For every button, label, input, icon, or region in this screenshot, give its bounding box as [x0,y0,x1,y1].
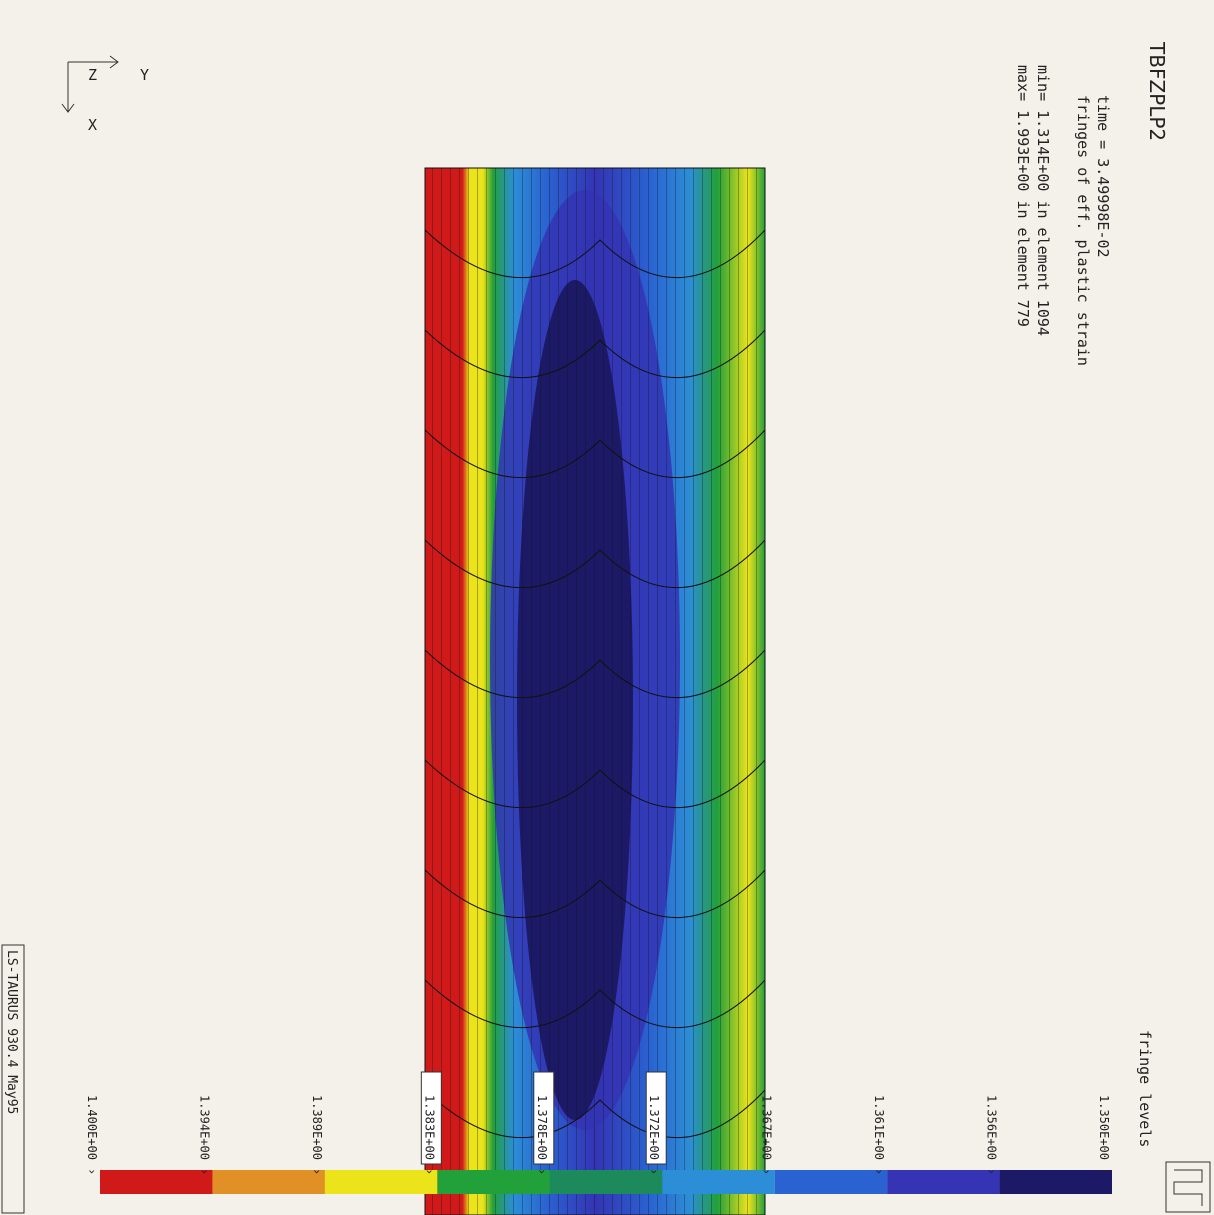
triad-label: X [88,116,97,134]
legend-tick: › [310,1168,324,1175]
legend-swatch [887,1170,999,1194]
legend-tick: › [422,1168,436,1175]
mesh [425,168,765,1215]
legend-level: 1.356E+00 [985,1095,999,1160]
time: time = 3.49998E-02 [1094,95,1112,258]
legend-swatch [325,1170,437,1194]
legend-swatch [1000,1170,1112,1194]
min: min= 1.314E+00 in element 1094 [1034,65,1052,336]
legend-tick: › [760,1168,774,1175]
legend-swatch [662,1170,774,1194]
legend-level: 1.400E+00 [85,1095,99,1160]
legend-tick: › [872,1168,886,1175]
legend-level: 1.383E+00 [422,1095,436,1160]
legend-tick: › [647,1168,661,1175]
legend-tick: › [85,1168,99,1175]
legend-swatch [550,1170,662,1194]
legend-level: 1.389E+00 [310,1095,324,1160]
title: TBFZPLP2 [1145,41,1169,141]
legend-title: fringe levels [1136,1030,1154,1147]
legend-swatch [100,1170,212,1194]
legend-level: 1.367E+00 [760,1095,774,1160]
legend-tick: › [1097,1168,1111,1175]
triad-label: Y [140,66,149,84]
legend-swatch [212,1170,324,1194]
legend-level: 1.378E+00 [535,1095,549,1160]
legend-tick: › [197,1168,211,1175]
max: max= 1.993E+00 in element 779 [1014,65,1032,327]
legend-level: 1.361E+00 [872,1095,886,1160]
legend-level: 1.394E+00 [197,1095,211,1160]
triad-label: Z [88,66,97,84]
legend-swatch [775,1170,887,1194]
legend-level: 1.350E+00 [1097,1095,1111,1160]
quantity: fringes of eff. plastic strain [1074,95,1092,366]
footer: LS-TAURUS 930.4 May95 [4,950,19,1114]
legend-swatch [437,1170,549,1194]
legend-level: 1.372E+00 [647,1095,661,1160]
screen: Y Z X TBFZPLP2 time = 3.49998E-02 fringe… [0,0,1214,1215]
legend-tick: › [535,1168,549,1175]
legend-tick: › [985,1168,999,1175]
